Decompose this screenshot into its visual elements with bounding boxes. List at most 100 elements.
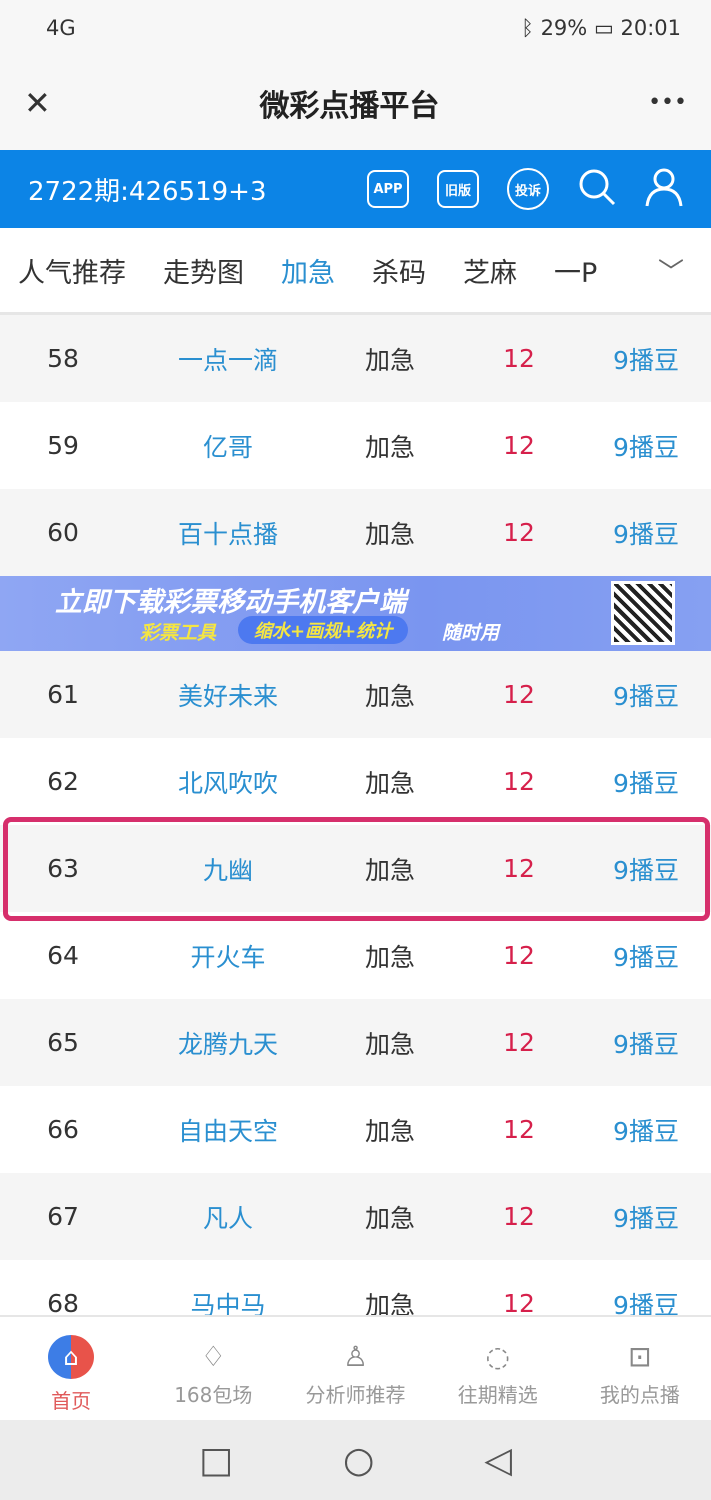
- cell-type: 加急: [364, 855, 416, 885]
- cell-type: 加急: [364, 345, 416, 375]
- cell-name[interactable]: 一点一滴: [177, 345, 279, 375]
- cell-name[interactable]: 龙腾九天: [177, 1029, 279, 1059]
- chevron-down-icon[interactable]: ﹀: [631, 228, 711, 312]
- cell-no: 64: [47, 941, 79, 970]
- cell-price: 9播豆: [613, 432, 679, 462]
- battery-level: 29%: [540, 15, 588, 40]
- home-icon: ⌂: [48, 1335, 95, 1379]
- complaint-button[interactable]: 投诉: [507, 168, 549, 210]
- cell-no: 58: [47, 344, 79, 373]
- cell-name[interactable]: 马中马: [190, 1290, 266, 1320]
- cell-name[interactable]: 亿哥: [202, 432, 254, 462]
- tab-popular[interactable]: 人气推荐: [18, 257, 126, 289]
- nav-168[interactable]: ♢ 168包场: [142, 1317, 284, 1420]
- status-bar: 4G ᛒ 29% ▭ 20:01: [0, 0, 711, 55]
- home-circle-icon[interactable]: ○: [342, 1439, 375, 1481]
- tab-sesame[interactable]: 芝麻: [463, 257, 517, 289]
- nav-label: 168包场: [174, 1383, 253, 1407]
- cell-no: 62: [47, 767, 79, 796]
- cell-count: 12: [503, 344, 535, 373]
- nav-label: 往期精选: [457, 1383, 538, 1407]
- back-icon[interactable]: ◁: [484, 1439, 513, 1481]
- bag-icon: ⊡: [628, 1340, 652, 1373]
- tab-more[interactable]: 一P: [554, 257, 598, 289]
- cell-name[interactable]: 自由天空: [177, 1116, 279, 1146]
- cell-count: 12: [503, 1115, 535, 1144]
- signal-indicator: 4G: [46, 15, 76, 40]
- bottom-nav: ⌂ 首页 ♢ 168包场 ♙ 分析师推荐 ◌ 往期精选 ⊡ 我的点播: [0, 1315, 711, 1420]
- cell-no: 59: [47, 431, 79, 460]
- table-row[interactable]: 64 开火车 加急 12 9播豆: [0, 912, 711, 999]
- recents-icon[interactable]: □: [198, 1439, 233, 1481]
- cell-name[interactable]: 九幽: [202, 855, 254, 885]
- cell-type: 加急: [364, 942, 416, 972]
- cell-price: 9播豆: [613, 855, 679, 885]
- table-row[interactable]: 68 马中马 加急 12 9播豆: [0, 1260, 711, 1347]
- cell-no: 63: [47, 854, 79, 883]
- tab-trend[interactable]: 走势图: [163, 257, 244, 289]
- cell-count: 12: [503, 518, 535, 547]
- cell-price: 9播豆: [613, 519, 679, 549]
- cell-type: 加急: [364, 1290, 416, 1320]
- search-icon[interactable]: [577, 167, 617, 211]
- qr-code-icon: [611, 581, 675, 645]
- table-row[interactable]: 65 龙腾九天 加急 12 9播豆: [0, 999, 711, 1086]
- cell-count: 12: [503, 1028, 535, 1057]
- fire-icon: ◌: [485, 1340, 510, 1373]
- table-row[interactable]: 60 百十点播 加急 12 9播豆: [0, 489, 711, 576]
- diamond-icon: ♢: [200, 1340, 226, 1373]
- table-row[interactable]: 61 美好未来 加急 12 9播豆: [0, 651, 711, 738]
- more-icon[interactable]: •••: [648, 90, 687, 115]
- nav-mine[interactable]: ⊡ 我的点播: [569, 1317, 711, 1420]
- cell-price: 9播豆: [613, 345, 679, 375]
- cell-name[interactable]: 开火车: [190, 942, 266, 972]
- user-icon[interactable]: [645, 167, 683, 211]
- cell-name[interactable]: 凡人: [202, 1203, 254, 1233]
- cell-name[interactable]: 北风吹吹: [177, 768, 279, 798]
- page-title: 微彩点播平台: [259, 88, 440, 124]
- old-version-button[interactable]: 旧版: [437, 170, 479, 208]
- close-icon[interactable]: ✕: [24, 83, 51, 122]
- table-row[interactable]: 59 亿哥 加急 12 9播豆: [0, 402, 711, 489]
- tab-urgent[interactable]: 加急: [281, 257, 335, 289]
- table-row[interactable]: 58 一点一滴 加急 12 9播豆: [0, 315, 711, 402]
- table-row[interactable]: 66 自由天空 加急 12 9播豆: [0, 1086, 711, 1173]
- category-tabs: 人气推荐 走势图 加急 杀码 芝麻 一P ﹀: [0, 228, 711, 315]
- cell-count: 12: [503, 854, 535, 883]
- cell-price: 9播豆: [613, 1116, 679, 1146]
- cell-no: 67: [47, 1202, 79, 1231]
- cell-type: 加急: [364, 768, 416, 798]
- banner-pill: 缩水+画规+统计: [238, 616, 409, 644]
- cell-no: 66: [47, 1115, 79, 1144]
- cell-count: 12: [503, 431, 535, 460]
- analyst-icon: ♙: [342, 1340, 369, 1373]
- app-button[interactable]: APP: [367, 170, 409, 208]
- cell-type: 加急: [364, 432, 416, 462]
- cell-count: 12: [503, 1202, 535, 1231]
- table-row[interactable]: 63 九幽 加急 12 9播豆: [0, 825, 711, 912]
- cell-count: 12: [503, 941, 535, 970]
- cell-type: 加急: [364, 1203, 416, 1233]
- banner-tail: 随时用: [442, 622, 500, 644]
- table-row[interactable]: 67 凡人 加急 12 9播豆: [0, 1173, 711, 1260]
- cell-name[interactable]: 百十点播: [177, 519, 279, 549]
- cell-price: 9播豆: [613, 1290, 679, 1320]
- cell-type: 加急: [364, 681, 416, 711]
- table-row[interactable]: 62 北风吹吹 加急 12 9播豆: [0, 738, 711, 825]
- nav-analyst[interactable]: ♙ 分析师推荐: [284, 1317, 426, 1420]
- cell-count: 12: [503, 1289, 535, 1318]
- list-after-banner: 61 美好未来 加急 12 9播豆 62 北风吹吹 加急 12 9播豆 63 九幽 加急 12 9播豆 64 开…: [0, 651, 711, 1347]
- nav-label: 首页: [51, 1389, 92, 1413]
- cell-name[interactable]: 美好未来: [177, 681, 279, 711]
- cell-type: 加急: [364, 1029, 416, 1059]
- cell-price: 9播豆: [613, 768, 679, 798]
- list-before-banner: 58 一点一滴 加急 12 9播豆 59 亿哥 加急 12 9播豆 60 百十点播 加急 12 9播豆: [0, 315, 711, 576]
- nav-home[interactable]: ⌂ 首页: [0, 1317, 142, 1420]
- cell-no: 61: [47, 680, 79, 709]
- cell-price: 9播豆: [613, 1029, 679, 1059]
- clock: 20:01: [620, 15, 681, 40]
- system-nav: □ ○ ◁: [0, 1420, 711, 1500]
- nav-past[interactable]: ◌ 往期精选: [427, 1317, 569, 1420]
- tab-kill-code[interactable]: 杀码: [372, 257, 426, 289]
- download-banner[interactable]: 立即下载彩票移动手机客户端 彩票工具 缩水+画规+统计 随时用: [0, 576, 711, 651]
